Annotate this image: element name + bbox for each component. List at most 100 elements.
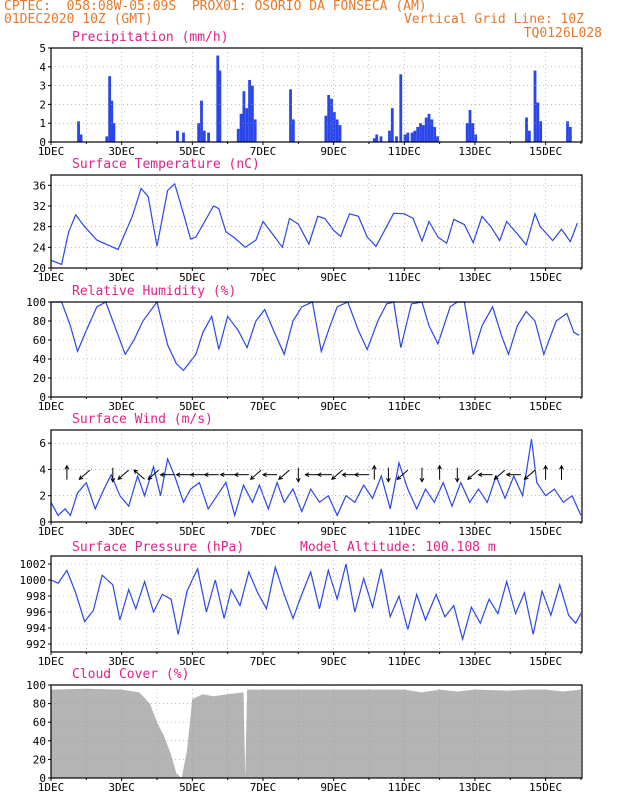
wind-arrow-head <box>278 475 283 480</box>
precip-bar <box>112 123 116 142</box>
panel-title: Precipitation (mm/h) <box>72 30 229 45</box>
y-tick-label: 100 <box>26 296 46 309</box>
y-tick-label: 992 <box>26 638 46 651</box>
plot-frame <box>50 47 583 143</box>
wind-arrow-head <box>233 472 239 478</box>
y-tick-label: 994 <box>26 622 46 635</box>
x-tick-label: 11DEC <box>388 781 421 794</box>
wind-arrow <box>78 469 91 480</box>
y-tick-label: 0 <box>39 391 46 404</box>
x-tick-label: 9DEC <box>320 655 347 668</box>
wind-arrow-head <box>559 464 564 470</box>
precip-bar <box>406 132 410 142</box>
precip-bar <box>410 132 414 142</box>
y-tick-label: 40 <box>33 353 46 366</box>
precip-bar <box>182 132 185 142</box>
panel-1: 20 24 28 32 36 1DEC 3DEC 5DEC 7DEC 9DEC 11DEC 13DEC… <box>33 157 583 284</box>
x-tick-label: 13DEC <box>458 400 491 413</box>
x-tick-label: 3DEC <box>108 145 135 158</box>
precip-bar <box>375 134 379 142</box>
y-tick-label: 998 <box>26 590 46 603</box>
wind-arrow-head <box>175 472 181 478</box>
precip-bar <box>416 126 420 142</box>
x-tick-label: 7DEC <box>250 525 277 538</box>
x-tick-label: 7DEC <box>250 655 277 668</box>
plot-frame <box>50 555 583 653</box>
wind-arrow-head <box>64 464 70 470</box>
y-tick-label: 60 <box>33 716 46 729</box>
series-line <box>51 300 580 372</box>
wind-arrow-head <box>110 477 116 483</box>
x-tick-label: 9DEC <box>320 400 347 413</box>
x-tick-label: 9DEC <box>320 145 347 158</box>
precip-bar <box>399 74 403 142</box>
plot-area <box>51 556 582 652</box>
y-tick-label: 60 <box>33 334 46 347</box>
x-tick-label: 13DEC <box>458 655 491 668</box>
wind-arrow <box>250 469 262 480</box>
wind-arrow <box>331 469 343 480</box>
x-tick-label: 9DEC <box>320 525 347 538</box>
series-line <box>50 563 582 642</box>
precip-bar <box>197 123 201 142</box>
x-tick-label: 1DEC <box>38 400 65 413</box>
panel-0: 0 1 2 3 4 5 1DEC 3DEC 5DEC 7DEC 9DEC 11DEC 13DEC 15DE… <box>38 30 583 158</box>
precip-bar <box>245 108 249 142</box>
panel-annotation: Model Altitude: 100.108 m <box>300 540 496 555</box>
x-tick-label: 13DEC <box>458 525 491 538</box>
wind-arrow-head <box>477 472 483 478</box>
precip-bar <box>330 98 333 142</box>
precip-bar <box>242 91 246 142</box>
x-tick-label: 5DEC <box>179 781 206 794</box>
panel-title: Surface Wind (m/s) <box>72 412 213 427</box>
precip-bar <box>421 125 425 142</box>
x-tick-label: 9DEC <box>320 271 347 284</box>
y-tick-label: 6 <box>39 437 46 450</box>
y-tick-label: 4 <box>39 463 46 476</box>
plot-frame <box>50 684 583 779</box>
precip-bar <box>419 123 422 142</box>
y-tick-label: 0 <box>39 136 46 149</box>
y-tick-label: 3 <box>39 80 46 93</box>
x-tick-label: 15DEC <box>529 145 562 158</box>
x-tick-label: 5DEC <box>179 145 206 158</box>
x-tick-label: 11DEC <box>388 400 421 413</box>
wind-arrow-head <box>316 472 322 478</box>
panel-2: 0 20 40 60 80 100 1DEC 3DEC 5DEC 7DEC 9DEC 11DEC 13D… <box>26 284 583 413</box>
precip-bar <box>536 102 540 142</box>
y-tick-label: 40 <box>33 735 46 748</box>
x-tick-label: 1DEC <box>38 655 65 668</box>
y-tick-label: 4 <box>39 61 46 74</box>
wind-arrow-head <box>505 472 511 478</box>
plot-frame <box>50 301 583 398</box>
x-tick-label: 11DEC <box>388 145 421 158</box>
precip-bar <box>218 70 222 142</box>
x-tick-label: 15DEC <box>529 525 562 538</box>
panel-title: Relative Humidity (%) <box>72 284 236 299</box>
wind-arrow <box>133 469 145 480</box>
wind-arrow-head <box>467 475 472 480</box>
plot-frame <box>50 174 583 269</box>
grid-note: Vertical Grid Line: 10Z <box>403 12 584 27</box>
precip-bar <box>202 130 206 142</box>
wind-arrow-head <box>543 464 548 470</box>
precip-bar <box>372 138 376 142</box>
precip-bar <box>324 115 328 142</box>
x-tick-label: 5DEC <box>179 400 206 413</box>
x-tick-label: 1DEC <box>38 525 65 538</box>
wind-arrow-head <box>219 472 225 478</box>
plot-frame <box>50 429 583 523</box>
y-tick-label: 20 <box>33 262 46 275</box>
model-code: TQ0126L028 <box>523 26 602 41</box>
panel-4: 992 994 996 998 1000 1002 1DEC 3DEC 5DEC 7DEC 9DEC… <box>20 540 583 668</box>
y-tick-label: 0 <box>39 516 46 529</box>
wind-arrow <box>117 469 130 480</box>
wind-arrow <box>147 469 160 480</box>
x-tick-label: 15DEC <box>529 781 562 794</box>
wind-arrow-head <box>203 472 209 478</box>
precip-bar <box>291 119 295 142</box>
y-tick-label: 0 <box>39 772 46 785</box>
precip-bar <box>289 89 292 142</box>
y-tick-label: 5 <box>39 42 46 55</box>
y-tick-label: 24 <box>33 241 47 254</box>
